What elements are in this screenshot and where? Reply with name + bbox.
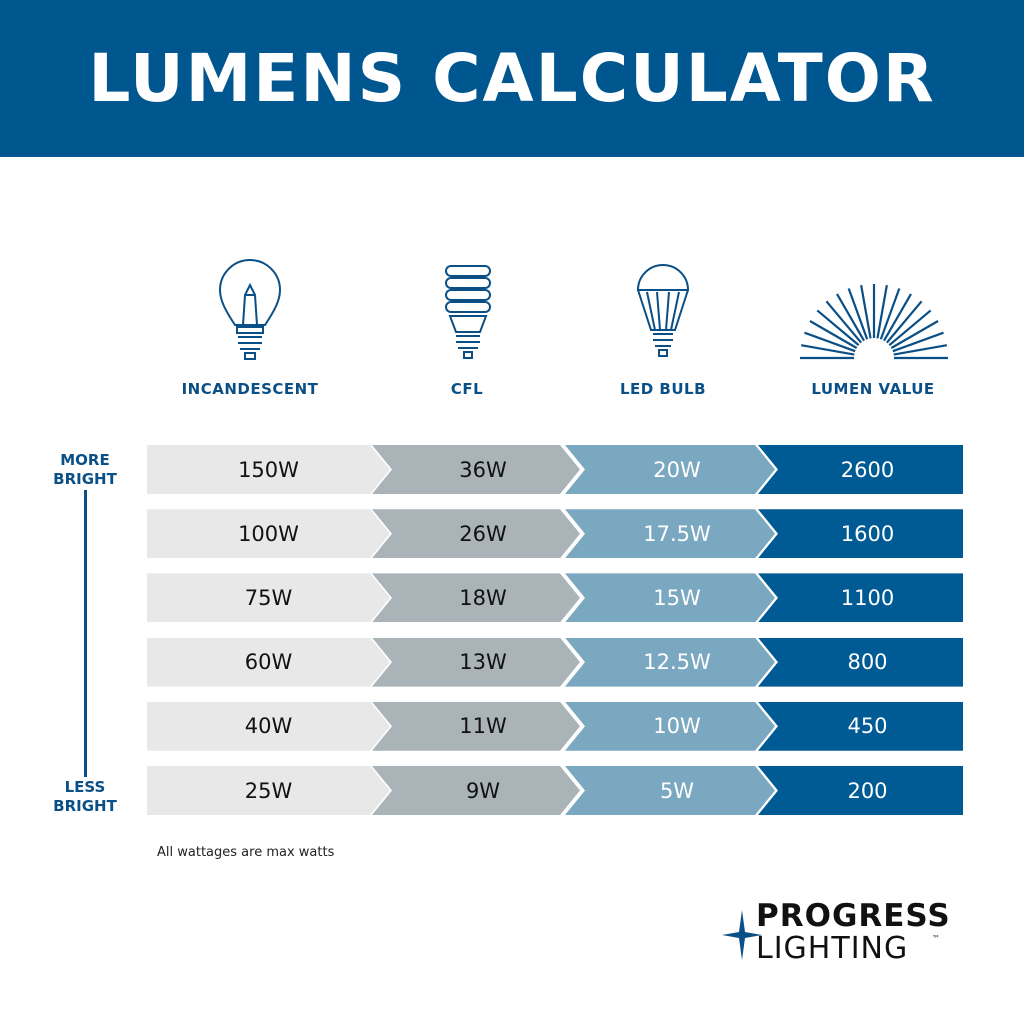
table-cell: 800 bbox=[758, 637, 963, 687]
ray bbox=[836, 293, 865, 342]
table-cell: 60W bbox=[147, 637, 390, 687]
ray bbox=[816, 309, 860, 346]
ray bbox=[800, 344, 855, 356]
less-bright-label: LESS BRIGHT bbox=[53, 778, 117, 815]
table-cell: 26W bbox=[372, 509, 580, 559]
table-cell: 18W bbox=[372, 573, 580, 623]
table-cell: 2600 bbox=[758, 445, 963, 494]
column-header: INCANDESCENT bbox=[181, 380, 319, 398]
ray bbox=[879, 288, 901, 340]
table-cell: 36W bbox=[372, 445, 580, 494]
table-cell: 12.5W bbox=[565, 637, 775, 687]
table-cell: 1100 bbox=[758, 573, 963, 623]
ray bbox=[886, 300, 923, 344]
table-cell: 13W bbox=[372, 637, 580, 687]
table-cell: 200 bbox=[758, 766, 963, 815]
ray bbox=[876, 284, 888, 339]
table-cell: 17.5W bbox=[565, 509, 775, 559]
page-title: LUMENS CALCULATOR bbox=[88, 40, 936, 117]
incandescent-bulb-icon bbox=[218, 259, 282, 360]
table-cell: 150W bbox=[147, 445, 390, 494]
ray bbox=[825, 300, 862, 344]
footnote: All wattages are max watts bbox=[157, 845, 335, 860]
ray bbox=[883, 293, 912, 342]
logo-text-lighting: LIGHTING bbox=[756, 931, 909, 966]
table-cell: 15W bbox=[565, 573, 775, 623]
ray bbox=[893, 344, 948, 356]
table-cell: 100W bbox=[147, 509, 390, 559]
table-cell: 9W bbox=[372, 766, 580, 815]
table-cell: 5W bbox=[565, 766, 775, 815]
ray bbox=[809, 320, 858, 349]
ray bbox=[860, 284, 872, 339]
ray bbox=[890, 320, 939, 349]
table-cell: 25W bbox=[147, 766, 390, 815]
ray bbox=[892, 331, 944, 353]
table-cell: 1600 bbox=[758, 509, 963, 559]
table-cell: 40W bbox=[147, 701, 390, 751]
table-cell: 10W bbox=[565, 701, 775, 751]
logo-text-progress: PROGRESS bbox=[756, 898, 951, 934]
column-header: LED BULB bbox=[619, 380, 707, 398]
more-bright-label: MORE BRIGHT bbox=[53, 451, 117, 488]
cfl-bulb-icon bbox=[445, 265, 491, 359]
star-icon bbox=[722, 910, 762, 960]
column-header: CFL bbox=[450, 380, 484, 398]
ray bbox=[847, 288, 869, 340]
ray bbox=[804, 331, 856, 353]
table-cell: 20W bbox=[565, 445, 775, 494]
table-cell: 450 bbox=[758, 701, 963, 751]
trademark: ™ bbox=[932, 934, 940, 943]
table-cell: 75W bbox=[147, 573, 390, 623]
column-header: LUMEN VALUE bbox=[811, 380, 935, 398]
lumen-rays-icon bbox=[800, 284, 948, 360]
led-bulb-icon bbox=[636, 264, 690, 357]
brightness-scale-line bbox=[84, 490, 87, 777]
ray bbox=[888, 309, 932, 346]
table-cell: 11W bbox=[372, 701, 580, 751]
header-banner: LUMENS CALCULATOR bbox=[0, 0, 1024, 157]
